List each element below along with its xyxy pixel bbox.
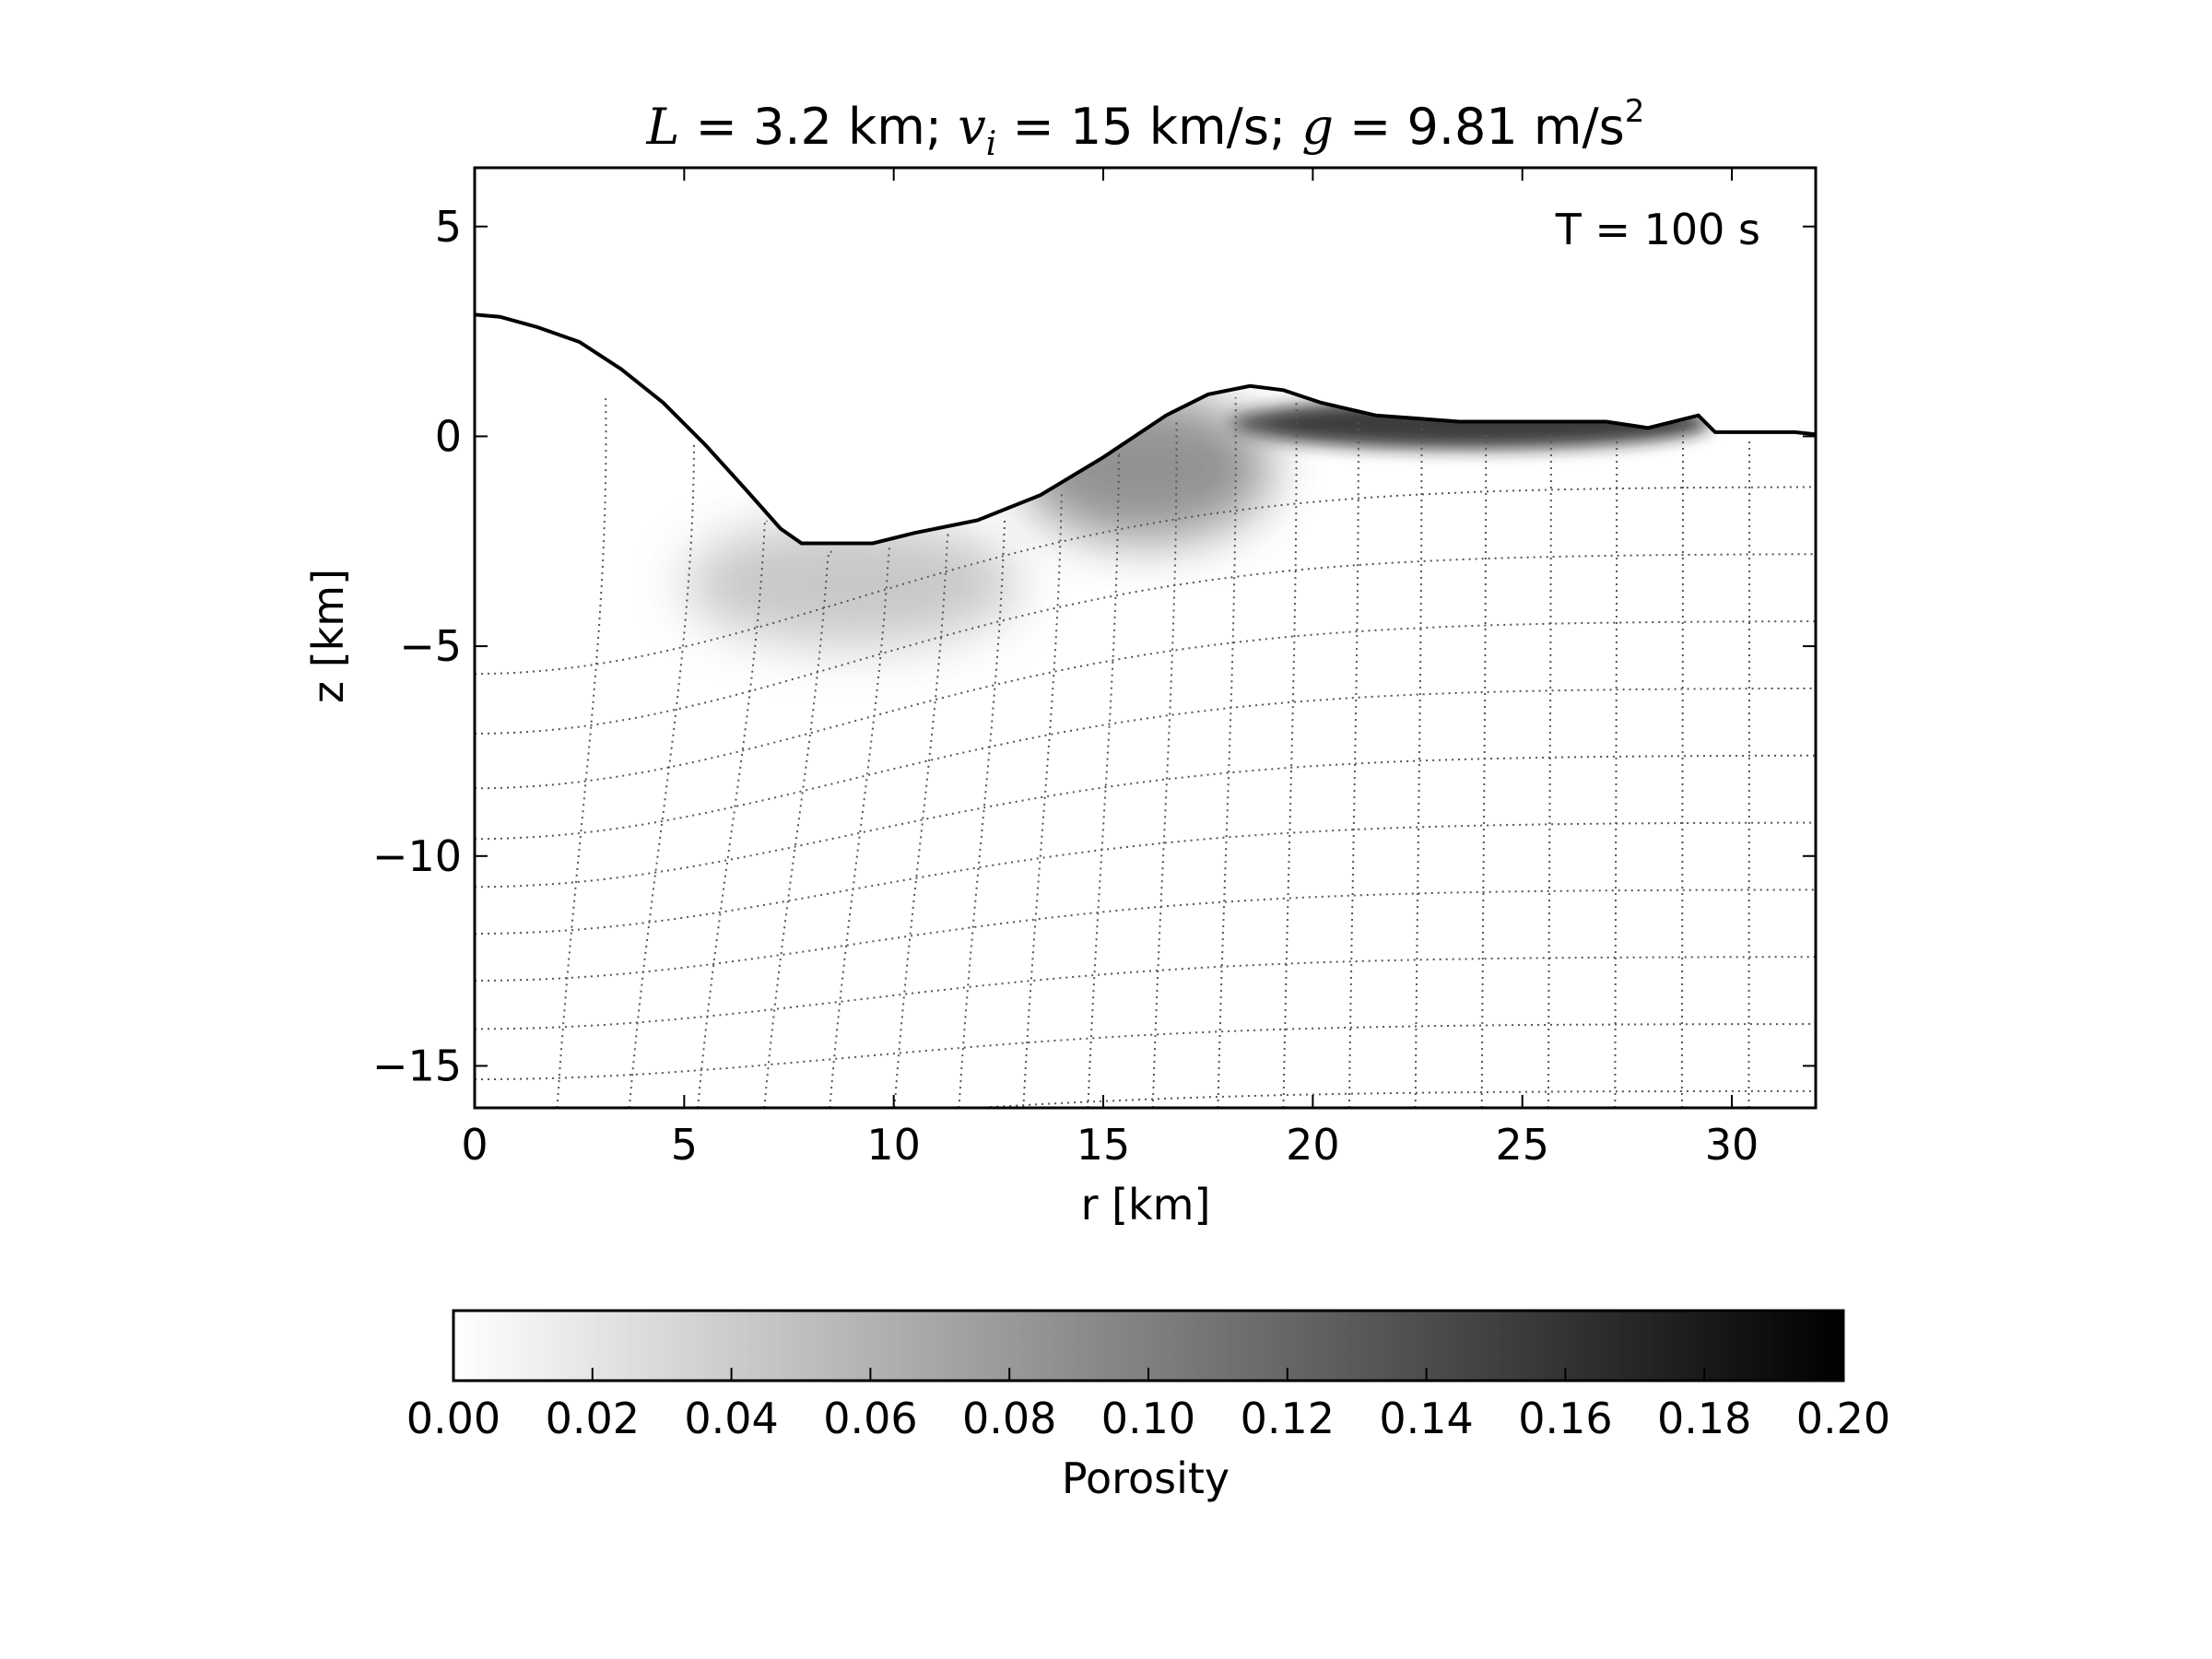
mesh-line-vertical: [1217, 396, 1237, 1108]
title-v-symbol: v: [958, 98, 986, 156]
x-axis: 0 5 10 15 20 25 30: [461, 168, 1759, 1170]
y-tick-label: −5: [399, 621, 462, 671]
y-tick-label: −15: [372, 1041, 462, 1090]
colorbar-label: Porosity: [1062, 1453, 1230, 1503]
porosity-zone-3: [684, 520, 1020, 647]
x-tick-label: 25: [1495, 1120, 1549, 1170]
title-g-text: = 9.81 m/s: [1334, 98, 1625, 156]
mesh-line-vertical: [1087, 453, 1121, 1108]
title-L-symbol: L: [646, 98, 680, 156]
colorbar-tick-label: 0.08: [962, 1394, 1056, 1443]
mesh-line-vertical: [1347, 418, 1359, 1108]
mesh-line-horizontal: [475, 620, 1816, 790]
mesh-line-vertical: [1747, 441, 1751, 1108]
tracer-mesh: [475, 394, 1816, 1108]
mesh-line-horizontal: [475, 687, 1816, 841]
title-L-text: = 3.2 km;: [679, 98, 958, 156]
colorbar-tick-label: 0.00: [406, 1394, 500, 1443]
x-tick-label: 5: [671, 1120, 698, 1170]
title-v-text: = 15 km/s;: [996, 98, 1301, 156]
x-tick-label: 15: [1077, 1120, 1131, 1170]
colorbar-tick-label: 0.12: [1241, 1394, 1335, 1443]
colorbar-tick-label: 0.06: [823, 1394, 917, 1443]
mesh-line-vertical: [1414, 426, 1423, 1108]
y-axis: 5 0 −5 −10 −15: [372, 202, 1816, 1090]
plot-frame: [473, 166, 1818, 1110]
colorbar-tick-label: 0.10: [1101, 1394, 1195, 1443]
y-tick-label: 5: [435, 202, 462, 252]
x-axis-label: r [km]: [1081, 1180, 1211, 1230]
colorbar-tick-label: 0.16: [1518, 1394, 1612, 1443]
x-tick-label: 30: [1705, 1120, 1759, 1170]
title-g-superscript: 2: [1625, 93, 1645, 130]
colorbar-tick-label: 0.02: [546, 1394, 640, 1443]
y-tick-label: 0: [435, 411, 462, 461]
x-tick-label: 0: [461, 1120, 488, 1170]
mesh-line-vertical: [1151, 417, 1178, 1108]
y-axis-label: z [km]: [303, 569, 353, 703]
time-annotation: T = 100 s: [1555, 205, 1760, 254]
mesh-line-horizontal: [475, 1023, 1816, 1081]
mesh-line-vertical: [1282, 403, 1298, 1108]
mesh-line-horizontal: [962, 1089, 1816, 1108]
y-tick-label: −10: [372, 831, 462, 881]
mesh-line-horizontal: [475, 553, 1816, 735]
surface-profile: [475, 312, 1816, 546]
title-g-symbol: g: [1301, 98, 1334, 156]
colorbar-tick-label: 0.14: [1379, 1394, 1473, 1443]
colorbar-ticks: 0.00 0.02 0.04 0.06 0.08 0.10 0.12 0.14 0.16 0.18…: [406, 1368, 1890, 1443]
mesh-line-horizontal: [475, 486, 1816, 676]
x-tick-label: 10: [866, 1120, 921, 1170]
porosity-field: [475, 168, 1816, 647]
colorbar-tick-label: 0.18: [1657, 1394, 1751, 1443]
x-tick-label: 20: [1286, 1120, 1340, 1170]
colorbar-tick-label: 0.20: [1796, 1394, 1890, 1443]
colorbar-tick-label: 0.04: [684, 1394, 778, 1443]
title-v-subscript: i: [986, 125, 997, 163]
plot-area: [475, 168, 1816, 1108]
chart-title: L = 3.2 km; vi = 15 km/s; g = 9.81 m/s2: [646, 93, 1645, 163]
sky-mask: [475, 168, 1816, 544]
